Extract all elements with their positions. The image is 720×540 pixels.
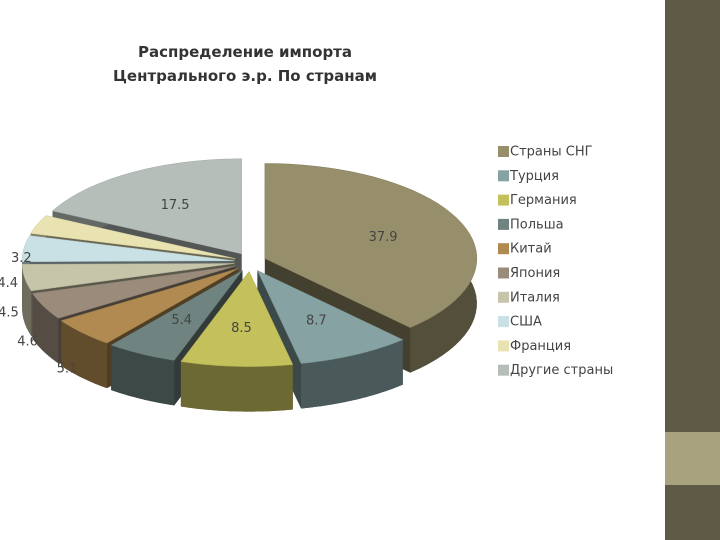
slice xyxy=(110,270,243,361)
data-label: 8.5 xyxy=(231,321,252,336)
slice xyxy=(21,263,235,292)
legend-label: Другие страны xyxy=(510,363,613,378)
data-label: 17.5 xyxy=(161,198,190,213)
legend-swatch xyxy=(498,267,509,279)
data-label: 37.9 xyxy=(369,230,398,245)
legend-label: Турция xyxy=(509,169,559,184)
legend-swatch xyxy=(498,364,509,376)
legend-swatch xyxy=(498,243,509,255)
slice xyxy=(180,271,294,412)
legend-swatch xyxy=(498,340,509,352)
slice xyxy=(256,269,404,364)
data-label: 3.2 xyxy=(11,251,32,266)
legend-swatch xyxy=(498,170,509,182)
legend-label: Италия xyxy=(510,290,560,305)
legend-swatch xyxy=(498,194,509,206)
legend-swatch xyxy=(498,146,509,157)
data-label: 5.1 xyxy=(57,362,78,377)
slice-side xyxy=(301,339,403,409)
chart-title: Распределение импорта Центрального э.р. … xyxy=(112,43,378,85)
slice xyxy=(264,163,478,328)
slice xyxy=(51,158,242,255)
legend-label: Китай xyxy=(510,242,552,257)
slice-side xyxy=(61,320,107,389)
data-label: 4.6 xyxy=(17,335,38,350)
legend-label: Япония xyxy=(510,266,560,281)
slice xyxy=(32,265,236,319)
legend-swatch xyxy=(498,291,509,303)
data-label: 5.4 xyxy=(171,313,192,328)
slice-side xyxy=(22,264,32,336)
slice xyxy=(30,215,236,259)
legend-swatch xyxy=(498,218,509,230)
slice-side xyxy=(32,293,59,364)
data-label: 4.4 xyxy=(0,276,18,291)
data-label: 8.7 xyxy=(306,314,327,329)
data-label: 4.5 xyxy=(0,306,19,321)
legend-label: Германия xyxy=(510,193,577,208)
slice xyxy=(180,271,294,367)
legend-label: Франция xyxy=(510,339,571,354)
slice xyxy=(60,268,239,344)
slice-side xyxy=(111,345,175,406)
slice-side xyxy=(180,361,293,412)
legend-swatch xyxy=(498,316,509,328)
slice xyxy=(21,235,235,262)
legend-label: Страны СНГ xyxy=(510,145,593,160)
legend-label: США xyxy=(510,315,542,330)
side-panel-accent xyxy=(665,432,720,485)
legend-label: Польша xyxy=(510,217,564,232)
